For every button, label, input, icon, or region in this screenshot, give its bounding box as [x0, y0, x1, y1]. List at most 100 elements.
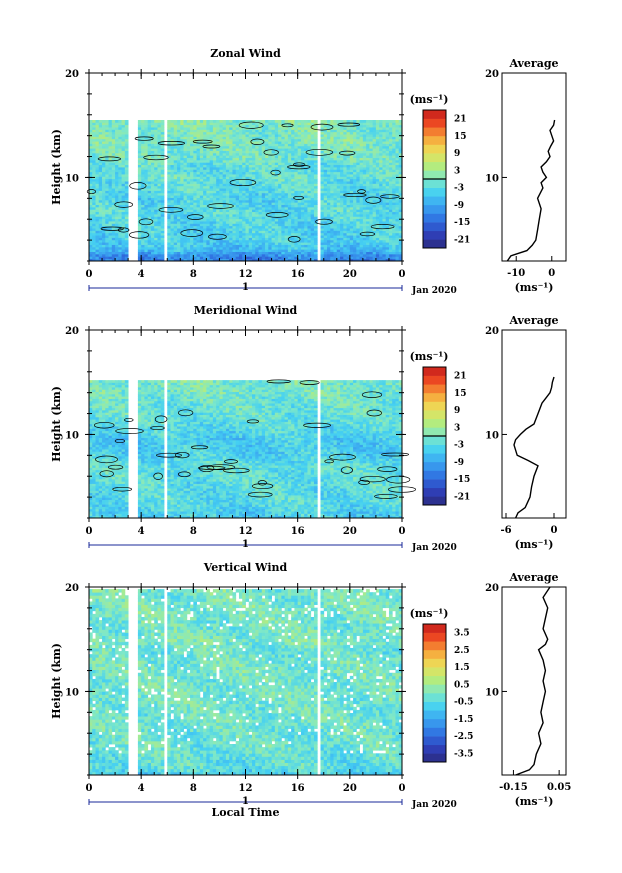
heatmap-cell	[225, 155, 230, 158]
heatmap-cell	[180, 167, 184, 170]
heatmap-cell	[362, 211, 367, 215]
heatmap-cell	[366, 256, 370, 260]
heatmap-cell	[336, 181, 341, 184]
heatmap-cell	[359, 127, 364, 130]
heatmap-cell	[173, 171, 178, 175]
heatmap-cell	[359, 164, 364, 168]
heatmap-cell	[346, 253, 351, 257]
heatmap-cell	[278, 159, 282, 163]
heatmap-cell	[375, 225, 380, 229]
heatmap-cell	[160, 134, 165, 137]
heatmap-cell	[177, 141, 181, 144]
heatmap-cell	[274, 150, 279, 154]
heatmap-cell	[346, 188, 351, 191]
heatmap-cell	[98, 251, 103, 255]
heatmap-cell	[190, 150, 194, 154]
heatmap-cell	[173, 124, 178, 128]
heatmap-cell	[294, 249, 299, 252]
heatmap-cell	[353, 253, 357, 257]
heatmap-cell	[333, 176, 338, 180]
heatmap-cell	[105, 127, 109, 130]
heatmap-cell	[349, 145, 354, 149]
heatmap-cell	[248, 143, 253, 147]
heatmap-cell	[121, 242, 126, 245]
heatmap-cell	[353, 171, 357, 175]
heatmap-cell	[369, 214, 374, 217]
heatmap-cell	[307, 127, 312, 130]
heatmap-cell	[108, 218, 113, 222]
heatmap-cell	[238, 214, 243, 217]
heatmap-cell	[291, 225, 295, 229]
heatmap-cell	[281, 214, 286, 217]
heatmap-cell	[343, 204, 347, 208]
heatmap-cell	[346, 206, 351, 210]
heatmap-cell	[141, 209, 145, 213]
heatmap-cell	[235, 221, 240, 224]
heatmap-cell	[186, 155, 191, 158]
heatmap-cell	[89, 169, 93, 173]
heatmap-cell	[212, 185, 217, 189]
heatmap-cell	[225, 251, 230, 255]
heatmap-cell	[154, 159, 158, 163]
heatmap-cell	[330, 167, 334, 170]
heatmap-cell	[346, 157, 351, 161]
heatmap-cell	[102, 157, 106, 161]
heatmap-cell	[333, 223, 338, 227]
heatmap-cell	[196, 225, 201, 229]
heatmap-cell	[330, 223, 334, 227]
heatmap-cell	[242, 145, 246, 149]
heatmap-cell	[297, 157, 302, 161]
heatmap-cell	[219, 214, 224, 217]
heatmap-cell	[252, 176, 256, 180]
heatmap-cell	[294, 136, 299, 140]
heatmap-cell	[98, 209, 103, 213]
heatmap-cell	[300, 157, 305, 161]
heatmap-cell	[323, 138, 328, 142]
heatmap-cell	[167, 235, 171, 238]
heatmap-cell	[271, 127, 276, 130]
heatmap-cell	[242, 176, 246, 180]
heatmap-cell	[320, 167, 325, 170]
heatmap-cell	[252, 242, 256, 245]
heatmap-cell	[252, 199, 256, 203]
heatmap-cell	[278, 178, 282, 182]
heatmap-cell	[333, 206, 338, 210]
heatmap-cell	[268, 171, 272, 175]
heatmap-cell	[183, 157, 188, 161]
heatmap-cell	[196, 204, 201, 208]
heatmap-cell	[183, 134, 188, 137]
heatmap-cell	[137, 251, 142, 255]
heatmap-cell	[353, 127, 357, 130]
heatmap-cell	[261, 237, 266, 241]
heatmap-cell	[323, 204, 328, 208]
heatmap-cell	[343, 164, 347, 168]
heatmap-cell	[199, 181, 204, 184]
heatmap-cell	[203, 216, 207, 220]
heatmap-cell	[333, 150, 338, 154]
heatmap-cell	[235, 120, 240, 123]
heatmap-cell	[281, 155, 286, 158]
heatmap-cell	[157, 190, 162, 194]
heatmap-cell	[222, 134, 227, 137]
heatmap-cell	[154, 239, 158, 243]
heatmap-cell	[238, 134, 243, 137]
heatmap-cell	[261, 157, 266, 161]
heatmap-cell	[183, 251, 188, 255]
heatmap-cell	[245, 138, 250, 142]
heatmap-cell	[268, 178, 272, 182]
heatmap-cell	[225, 138, 230, 142]
heatmap-cell	[222, 190, 227, 194]
heatmap-cell	[203, 155, 207, 158]
heatmap-cell	[92, 251, 96, 255]
heatmap-cell	[369, 230, 374, 234]
heatmap-cell	[261, 206, 266, 210]
heatmap-cell	[206, 190, 211, 194]
heatmap-cell	[199, 141, 204, 144]
heatmap-cell	[340, 256, 344, 260]
heatmap-cell	[294, 232, 299, 236]
heatmap-cell	[235, 258, 240, 262]
heatmap-cell	[284, 171, 289, 175]
heatmap-cell	[124, 157, 129, 161]
heatmap-cell	[229, 134, 233, 137]
heatmap-cell	[121, 138, 126, 142]
